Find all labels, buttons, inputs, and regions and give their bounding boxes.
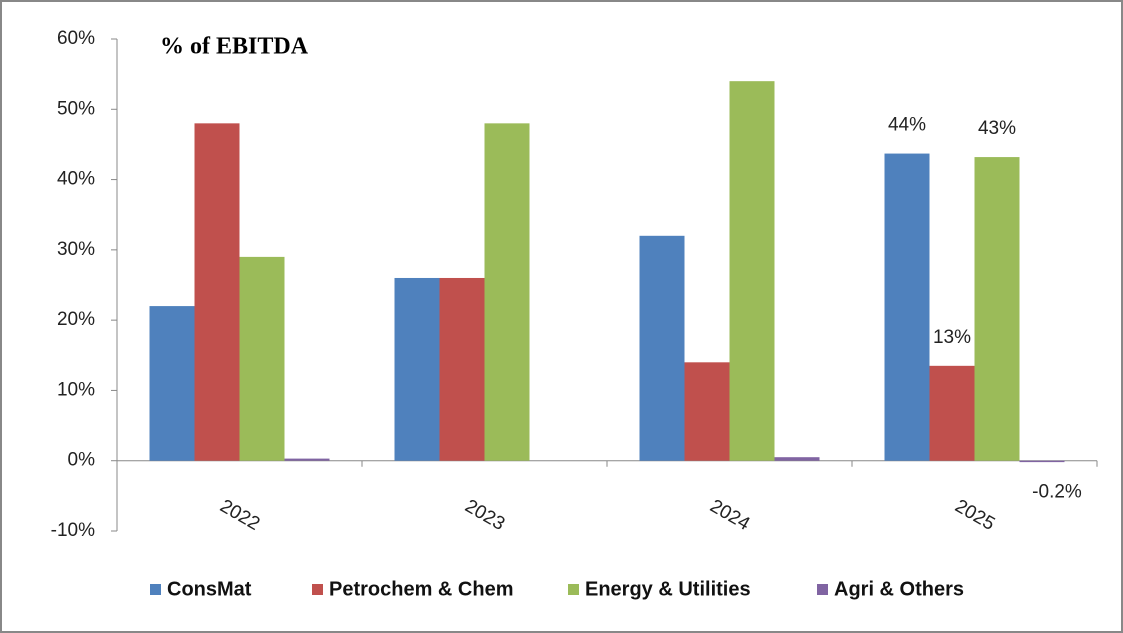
bar bbox=[884, 153, 930, 461]
y-tick-label: 0% bbox=[68, 450, 96, 471]
data-label: 43% bbox=[978, 118, 1016, 139]
data-label: 44% bbox=[888, 115, 926, 136]
y-tick-label: 40% bbox=[57, 169, 95, 190]
bar bbox=[774, 457, 820, 461]
bar bbox=[929, 365, 975, 461]
y-tick-label: 30% bbox=[57, 239, 95, 260]
data-label: 13% bbox=[933, 327, 971, 348]
bar bbox=[439, 277, 485, 461]
bar bbox=[194, 123, 240, 461]
bar bbox=[639, 235, 685, 461]
legend-swatch bbox=[568, 584, 579, 595]
bar bbox=[394, 277, 440, 461]
y-tick-label: -10% bbox=[51, 520, 95, 541]
bar bbox=[684, 362, 730, 461]
bar bbox=[484, 123, 530, 461]
chart-title: % of EBITDA bbox=[160, 34, 309, 60]
legend-label: Petrochem & Chem bbox=[329, 578, 514, 600]
bar bbox=[729, 81, 775, 461]
bar bbox=[149, 306, 195, 461]
legend-label: Energy & Utilities bbox=[585, 578, 751, 600]
legend-label: Agri & Others bbox=[834, 578, 964, 600]
legend-label: ConsMat bbox=[167, 578, 252, 600]
legend-swatch bbox=[312, 584, 323, 595]
bar bbox=[284, 458, 330, 461]
bar bbox=[1019, 460, 1065, 463]
y-tick-label: 10% bbox=[57, 379, 95, 400]
data-label: -0.2% bbox=[1032, 482, 1082, 503]
y-tick-label: 50% bbox=[57, 98, 95, 119]
bar bbox=[974, 157, 1020, 461]
legend-swatch bbox=[817, 584, 828, 595]
y-tick-label: 20% bbox=[57, 309, 95, 330]
bar bbox=[239, 256, 285, 461]
y-tick-label: 60% bbox=[57, 28, 95, 49]
legend-swatch bbox=[150, 584, 161, 595]
